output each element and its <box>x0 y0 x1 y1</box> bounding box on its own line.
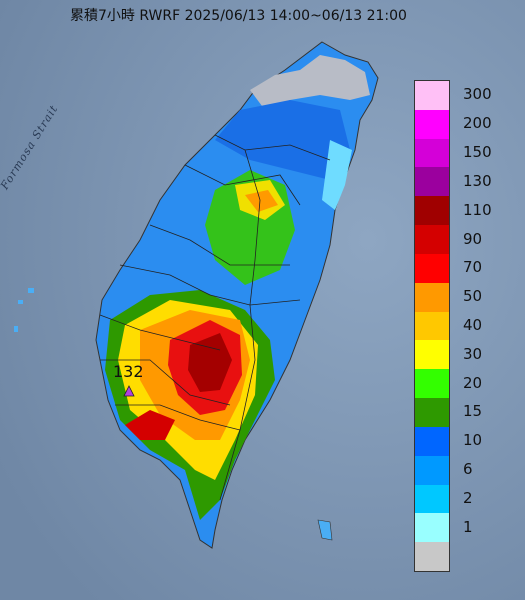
legend-swatch <box>415 138 449 168</box>
legend-swatch <box>415 369 449 399</box>
legend-swatch <box>415 225 449 254</box>
legend-label: 6 <box>463 460 473 479</box>
legend-label: 70 <box>463 258 483 277</box>
county-borders <box>99 134 331 501</box>
legend-label: 20 <box>463 373 483 392</box>
legend-swatch <box>415 542 449 571</box>
legend-swatch <box>415 167 449 197</box>
legend-label: 15 <box>463 402 483 421</box>
map-title: 累積7小時 RWRF 2025/06/13 14:00~06/13 21:00 <box>70 8 407 24</box>
legend-swatch <box>415 484 449 514</box>
north-blue-zone <box>215 100 350 180</box>
legend-swatch <box>415 196 449 226</box>
legend-swatch <box>415 455 449 485</box>
color-legend <box>414 80 450 572</box>
legend-swatch <box>415 109 449 139</box>
legend-label: 2 <box>463 488 473 507</box>
penghu-islands <box>14 288 34 332</box>
legend-swatch <box>415 513 449 543</box>
legend-label: 110 <box>463 200 492 219</box>
station-value: 132 <box>113 362 144 381</box>
legend-label: 40 <box>463 316 483 334</box>
legend-swatch <box>415 398 449 427</box>
southwest-red-band <box>125 410 175 440</box>
legend-swatch <box>415 81 449 110</box>
south-darkred-zone <box>188 333 232 392</box>
legend-label: 50 <box>463 287 483 306</box>
legend-swatch <box>415 340 449 370</box>
north-grey-zone <box>250 55 370 110</box>
east-cyan-zone <box>322 140 352 210</box>
legend-swatch <box>415 426 449 456</box>
green-island <box>317 519 333 541</box>
legend-swatch <box>415 253 449 283</box>
legend-label: 90 <box>463 229 483 248</box>
legend-label: 200 <box>463 114 492 133</box>
legend-label: 130 <box>463 171 492 190</box>
legend-label: 1 <box>463 517 473 536</box>
legend-swatch <box>415 282 449 312</box>
legend-label: 10 <box>463 431 483 450</box>
legend-label: 30 <box>463 344 483 363</box>
legend-label: 150 <box>463 143 492 162</box>
triangle-marker-icon[interactable] <box>123 385 135 397</box>
central-orange-zone <box>245 190 278 212</box>
legend-label: 300 <box>463 85 492 104</box>
legend-swatch <box>415 311 449 341</box>
